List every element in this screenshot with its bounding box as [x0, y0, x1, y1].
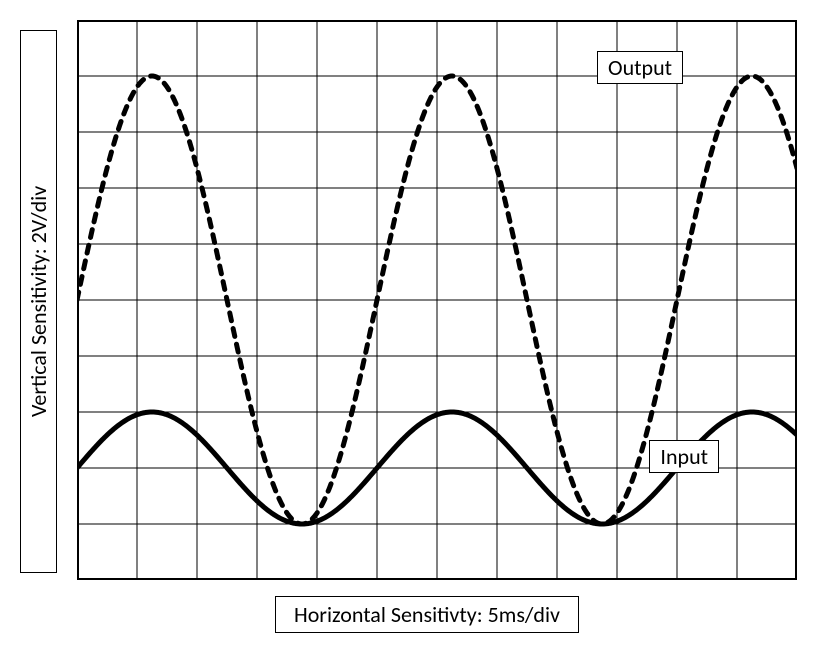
- y-axis-label-text: Vertical Sensitivity: 2V/div: [25, 186, 52, 417]
- legend-output: Output: [597, 51, 683, 84]
- x-axis-label: Horizontal Sensitivty: 5ms/div: [275, 596, 579, 633]
- plot-svg: [77, 20, 797, 580]
- x-axis-label-text: Horizontal Sensitivty: 5ms/div: [294, 601, 560, 628]
- plot-wrapper: Output Input Horizontal Sensitivty: 5ms/d…: [57, 20, 797, 633]
- legend-input: Input: [649, 440, 719, 473]
- y-axis-label: Vertical Sensitivity: 2V/div: [20, 30, 57, 573]
- oscilloscope-chart: Vertical Sensitivity: 2V/div Output Input…: [20, 20, 808, 633]
- plot-area: Output Input: [77, 20, 797, 580]
